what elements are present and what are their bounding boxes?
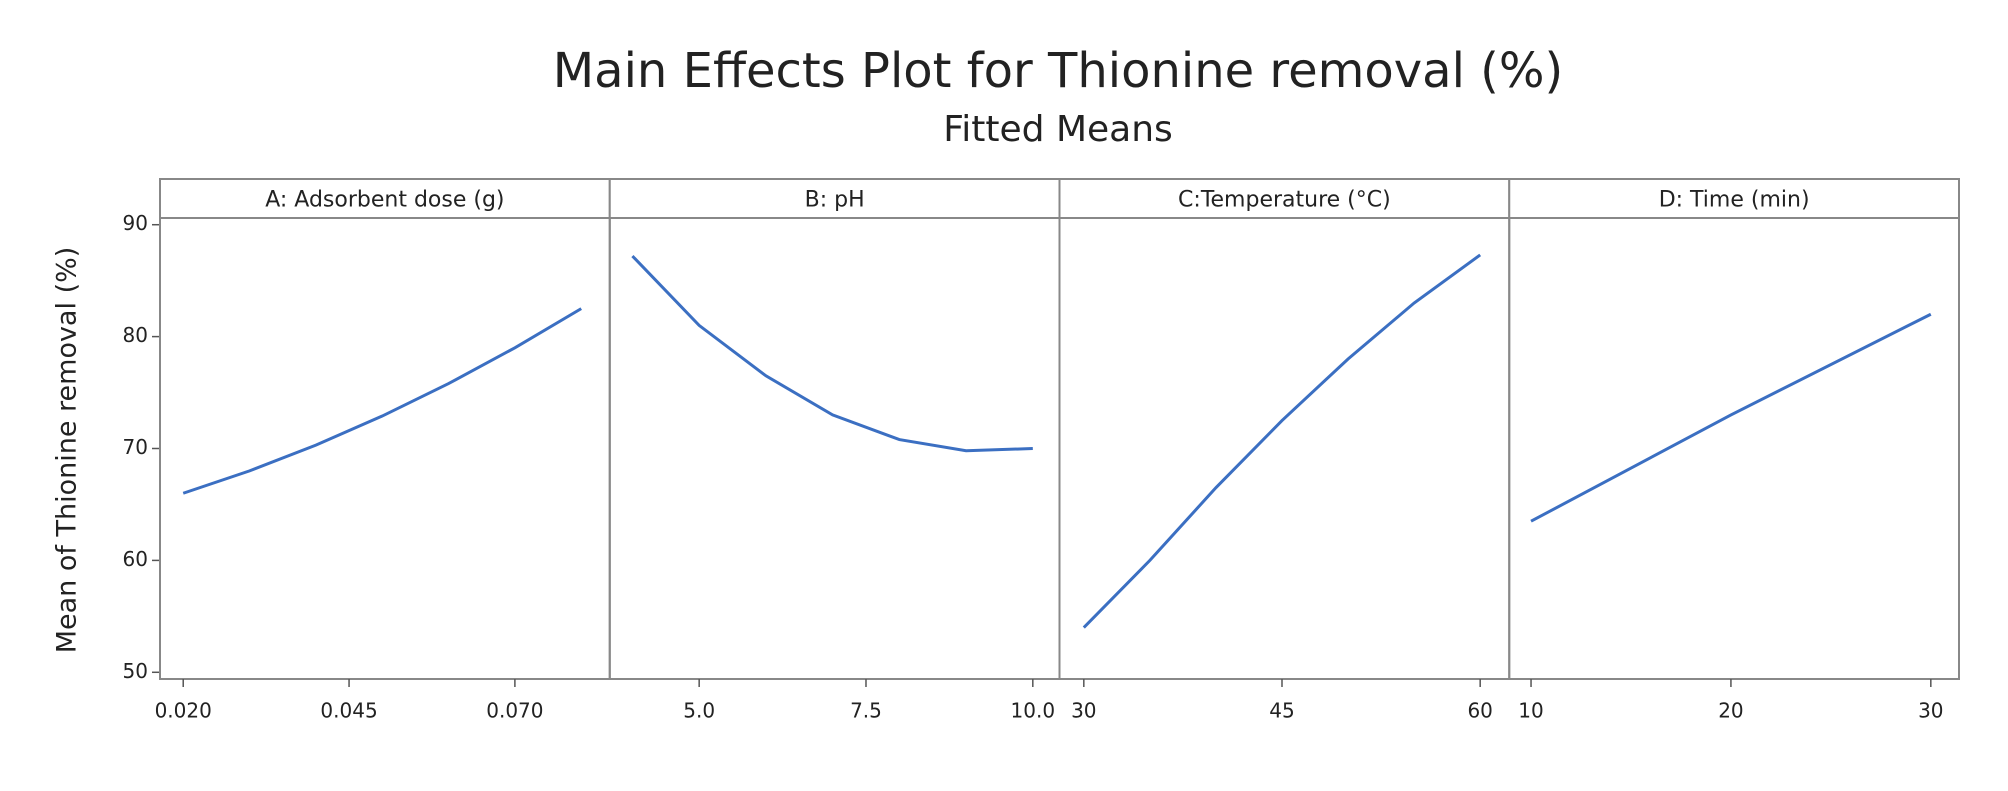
strip-label: C:Temperature (°C): [1178, 188, 1391, 213]
panel: [1508, 217, 1960, 680]
y-axis-label: Mean of Thionine removal (%): [52, 247, 83, 654]
x-tick-label: 10.0: [1011, 699, 1056, 723]
chart-subtitle: Fitted Means: [943, 109, 1173, 150]
panel: [1058, 217, 1511, 680]
effect-line: [1082, 253, 1482, 629]
x-tick-label: 60: [1467, 699, 1492, 723]
effect-line: [631, 255, 1033, 453]
y-tick-label: 70: [123, 435, 148, 459]
x-tick-label: 45: [1269, 699, 1294, 723]
y-tick-label: 90: [123, 211, 148, 235]
x-tick-label: 30: [1918, 699, 1943, 723]
y-tick-label: 60: [123, 547, 148, 571]
x-tick-label: 10: [1518, 699, 1543, 723]
y-tick-label: 50: [123, 659, 148, 683]
strip: [1508, 178, 1960, 219]
x-tick-label: 20: [1718, 699, 1743, 723]
effect-line: [1530, 312, 1932, 523]
strip-label: D: Time (min): [1659, 188, 1810, 213]
x-tick-label: 7.5: [850, 699, 882, 723]
x-tick-label: 5.0: [683, 699, 715, 723]
effect-line: [182, 307, 582, 495]
x-tick-label: 0.020: [155, 699, 212, 723]
strip: [159, 178, 611, 219]
strip-label: B: pH: [805, 188, 865, 213]
panel: [159, 217, 611, 680]
chart-title: Main Effects Plot for Thionine removal (…: [553, 43, 1563, 99]
x-tick-label: 30: [1071, 699, 1096, 723]
strip-label: A: Adsorbent dose (g): [265, 188, 504, 213]
y-tick-label: 80: [123, 323, 148, 347]
x-tick-label: 0.070: [486, 699, 543, 723]
x-tick-label: 0.045: [320, 699, 377, 723]
